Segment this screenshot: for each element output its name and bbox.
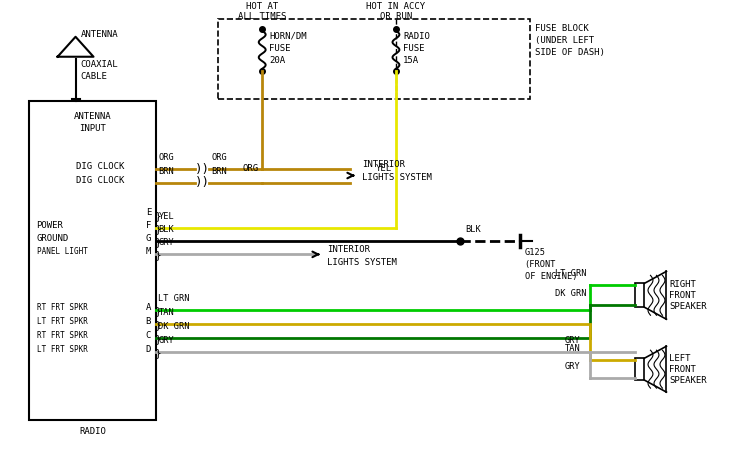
Text: BRN: BRN — [158, 166, 174, 175]
Text: C: C — [146, 331, 151, 340]
Bar — [29, 101, 157, 420]
Text: INTERIOR: INTERIOR — [327, 245, 370, 255]
Text: COAXIAL: COAXIAL — [81, 60, 118, 69]
Text: LT GRN: LT GRN — [555, 269, 586, 278]
Text: FRONT: FRONT — [670, 291, 696, 300]
Text: LIGHTS SYSTEM: LIGHTS SYSTEM — [327, 258, 397, 267]
Text: OF ENGINE): OF ENGINE) — [525, 272, 577, 282]
Text: GROUND: GROUND — [37, 234, 69, 244]
Text: }: } — [154, 320, 161, 330]
Text: GRY: GRY — [158, 239, 174, 247]
Text: }: } — [154, 212, 161, 222]
Text: (UNDER LEFT: (UNDER LEFT — [535, 36, 594, 45]
Text: GRY: GRY — [565, 362, 580, 371]
Text: RADIO: RADIO — [403, 32, 430, 41]
Text: }: } — [154, 348, 161, 358]
Text: SPEAKER: SPEAKER — [670, 302, 707, 311]
Text: FRONT: FRONT — [670, 365, 696, 374]
Text: }: } — [154, 334, 161, 344]
Text: }: } — [154, 224, 161, 234]
Text: TAN: TAN — [158, 308, 174, 317]
Text: HOT IN ACCY: HOT IN ACCY — [367, 2, 426, 11]
Text: YEL: YEL — [158, 213, 174, 222]
Text: 15A: 15A — [403, 56, 419, 65]
Text: RT FRT SPKR: RT FRT SPKR — [37, 331, 87, 340]
Bar — [635, 358, 644, 380]
Text: ORG: ORG — [242, 164, 258, 173]
Text: LT FRT SPKR: LT FRT SPKR — [37, 345, 87, 354]
Text: G125: G125 — [525, 248, 545, 257]
Text: ANTENNA: ANTENNA — [81, 30, 118, 39]
Text: HORN/DM: HORN/DM — [269, 32, 307, 41]
Text: }: } — [154, 306, 161, 316]
Text: LT GRN: LT GRN — [158, 294, 190, 303]
Text: BLK: BLK — [158, 225, 174, 234]
Text: B: B — [146, 317, 151, 326]
Text: TAN: TAN — [565, 344, 580, 353]
Text: POWER: POWER — [37, 222, 64, 230]
Text: FUSE: FUSE — [403, 44, 424, 53]
Text: LEFT: LEFT — [670, 354, 691, 363]
Text: }: } — [154, 250, 161, 260]
Text: 20A: 20A — [269, 56, 285, 65]
Text: F: F — [146, 222, 151, 230]
Text: ANTENNA: ANTENNA — [74, 112, 112, 121]
Text: E: E — [146, 208, 151, 218]
Text: SPEAKER: SPEAKER — [670, 376, 707, 385]
Text: D: D — [146, 345, 151, 354]
Text: LT FRT SPKR: LT FRT SPKR — [37, 317, 87, 326]
Text: BLK: BLK — [465, 225, 480, 234]
Text: YEL: YEL — [376, 164, 392, 173]
Text: G: G — [146, 234, 151, 244]
Text: )): )) — [195, 176, 211, 190]
Text: RIGHT: RIGHT — [670, 280, 696, 289]
Text: INTERIOR: INTERIOR — [362, 159, 405, 169]
Text: INPUT: INPUT — [79, 123, 106, 133]
Text: OR RUN: OR RUN — [380, 12, 412, 21]
Text: (FRONT: (FRONT — [525, 260, 556, 269]
Text: FUSE: FUSE — [269, 44, 290, 53]
Text: FUSE BLOCK: FUSE BLOCK — [535, 24, 588, 33]
Text: CABLE: CABLE — [81, 72, 107, 81]
Text: LIGHTS SYSTEM: LIGHTS SYSTEM — [362, 172, 432, 181]
Text: DIG CLOCK: DIG CLOCK — [76, 175, 124, 185]
Text: A: A — [146, 303, 151, 312]
Text: )): )) — [195, 163, 211, 175]
Text: DK GRN: DK GRN — [555, 289, 586, 298]
Text: ORG: ORG — [211, 153, 227, 161]
Text: PANEL LIGHT: PANEL LIGHT — [37, 247, 87, 256]
Bar — [635, 283, 644, 307]
Text: RT FRT SPKR: RT FRT SPKR — [37, 303, 87, 312]
Text: ORG: ORG — [158, 153, 174, 161]
Text: HOT AT: HOT AT — [246, 2, 279, 11]
Text: ALL TIMES: ALL TIMES — [238, 12, 287, 21]
Text: SIDE OF DASH): SIDE OF DASH) — [535, 48, 605, 57]
Text: GRY: GRY — [158, 336, 174, 345]
Text: DK GRN: DK GRN — [158, 322, 190, 331]
Text: M: M — [146, 247, 151, 256]
Text: BRN: BRN — [211, 166, 227, 175]
Text: DIG CLOCK: DIG CLOCK — [76, 161, 124, 170]
Text: }: } — [154, 237, 161, 247]
Text: RADIO: RADIO — [79, 427, 106, 436]
Text: GRY: GRY — [565, 336, 580, 345]
Bar — [218, 19, 530, 99]
